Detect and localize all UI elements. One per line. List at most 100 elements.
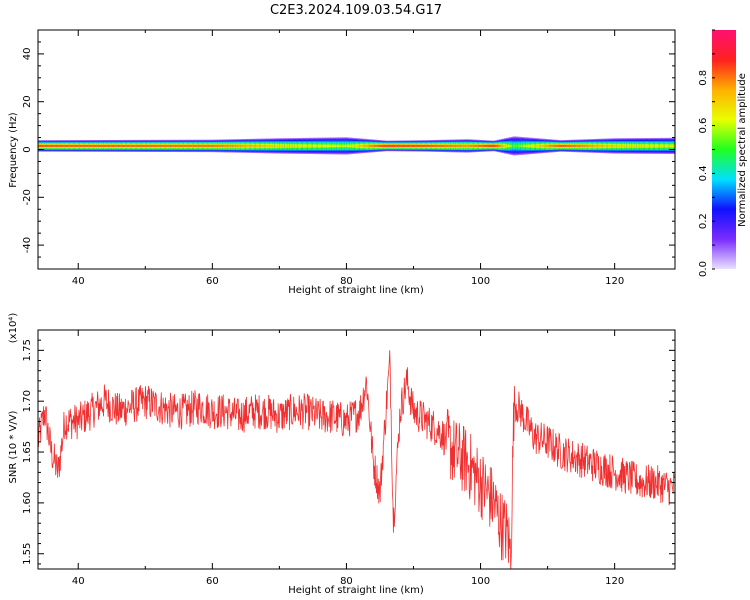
heatmap-cell xyxy=(447,145,449,147)
x-tick-label: 60 xyxy=(206,576,219,587)
heatmap-cell xyxy=(629,144,632,147)
heatmap-cell xyxy=(426,145,429,147)
heatmap-cell xyxy=(113,145,116,147)
heatmap-cell xyxy=(205,145,208,147)
heatmap-cell xyxy=(421,145,424,147)
colorbar-tick-label: 0.2 xyxy=(698,213,709,229)
y-tick-label: 1.75 xyxy=(22,339,33,361)
heatmap-cell xyxy=(291,144,294,147)
heatmap-cell xyxy=(68,145,71,147)
heatmap-cell xyxy=(351,144,354,147)
heatmap-cell xyxy=(395,145,398,147)
heatmap-cell xyxy=(561,145,563,147)
heatmap-cell xyxy=(304,144,307,147)
heatmap-cell xyxy=(450,145,453,147)
heatmap-cell xyxy=(48,145,51,147)
y-tick-label: 0 xyxy=(22,146,33,152)
heatmap-cell xyxy=(151,145,154,147)
heatmap-cell xyxy=(269,144,272,147)
heatmap-cell xyxy=(463,145,466,147)
heatmap-cell xyxy=(619,144,622,147)
colorbar-tick-label: 0.6 xyxy=(698,118,709,134)
heatmap-cell xyxy=(653,144,656,147)
spectral-band xyxy=(38,136,675,156)
heatmap-cell xyxy=(514,144,517,148)
heatmap-cell xyxy=(140,145,143,147)
heatmap-cell xyxy=(230,145,233,147)
heatmap-cell xyxy=(237,145,240,147)
heatmap-cell xyxy=(93,145,96,147)
heatmap-cell xyxy=(406,145,409,147)
heatmap-cell xyxy=(91,145,94,147)
heatmap-cell xyxy=(135,145,138,147)
spectrogram-x-label: Height of straight line (km) xyxy=(288,285,424,296)
heatmap-cell xyxy=(81,145,84,147)
heatmap-cell xyxy=(592,145,595,147)
heatmap-cell xyxy=(482,145,485,147)
heatmap-cell xyxy=(307,144,310,147)
heatmap-cell xyxy=(485,145,488,147)
heatmap-cell xyxy=(193,145,196,147)
heatmap-cell xyxy=(572,145,575,147)
heatmap-cell xyxy=(423,145,426,147)
heatmap-cell xyxy=(224,145,227,147)
heatmap-cell xyxy=(78,145,81,147)
snr-x-label: Height of straight line (km) xyxy=(288,585,424,596)
heatmap-cell xyxy=(661,144,664,147)
heatmap-cell xyxy=(413,145,416,147)
heatmap-cell xyxy=(222,145,225,147)
heatmap-cell xyxy=(478,145,481,147)
heatmap-cell xyxy=(368,145,371,147)
heatmap-cell xyxy=(244,145,247,147)
heatmap-cell xyxy=(611,144,614,147)
heatmap-cell xyxy=(582,145,585,147)
heatmap-cell xyxy=(197,145,200,147)
heatmap-cell xyxy=(547,145,550,147)
heatmap-cell xyxy=(287,144,290,147)
heatmap-cell xyxy=(458,145,461,147)
heatmap-cell xyxy=(534,144,537,147)
heatmap-cell xyxy=(59,145,62,147)
heatmap-cell xyxy=(200,145,203,147)
heatmap-cell xyxy=(529,144,532,147)
heatmap-cell xyxy=(235,145,238,147)
heatmap-cell xyxy=(126,145,129,147)
heatmap-cell xyxy=(88,145,91,147)
heatmap-cell xyxy=(121,145,124,147)
x-tick-label: 80 xyxy=(340,576,353,587)
heatmap-cell xyxy=(158,145,161,147)
heatmap-cell xyxy=(210,145,213,147)
heatmap-cell xyxy=(302,144,305,147)
heatmap-cell xyxy=(260,145,263,147)
heatmap-cell xyxy=(579,145,582,147)
heatmap-cell xyxy=(408,145,411,147)
heatmap-cell xyxy=(145,145,148,147)
heatmap-cell xyxy=(564,145,567,147)
heatmap-cell xyxy=(601,145,604,147)
heatmap-cell xyxy=(64,145,67,147)
heatmap-cell xyxy=(120,145,123,147)
heatmap-cell xyxy=(648,144,651,147)
x-tick-label: 120 xyxy=(605,576,624,587)
heatmap-cell xyxy=(334,144,337,147)
heatmap-cell xyxy=(195,145,198,147)
heatmap-cell xyxy=(150,145,153,147)
heatmap-cell xyxy=(84,145,87,147)
heatmap-cell xyxy=(202,145,205,147)
heatmap-cell xyxy=(502,145,505,147)
heatmap-cell xyxy=(631,144,634,147)
heatmap-cell xyxy=(440,145,443,147)
spectrogram-y-label: Frequency (Hz) xyxy=(8,112,19,188)
heatmap-cell xyxy=(525,144,528,147)
heatmap-cell xyxy=(143,145,146,147)
heatmap-cell xyxy=(512,144,515,148)
heatmap-cell xyxy=(448,145,451,147)
heatmap-cell xyxy=(98,145,101,147)
heatmap-cell xyxy=(530,144,533,147)
heatmap-cell xyxy=(586,145,589,147)
heatmap-cell xyxy=(292,144,295,147)
spectrogram-x-ticks: 40 60 80 100 120 xyxy=(72,30,624,287)
heatmap-cell xyxy=(425,145,428,147)
heatmap-cell xyxy=(188,145,191,147)
